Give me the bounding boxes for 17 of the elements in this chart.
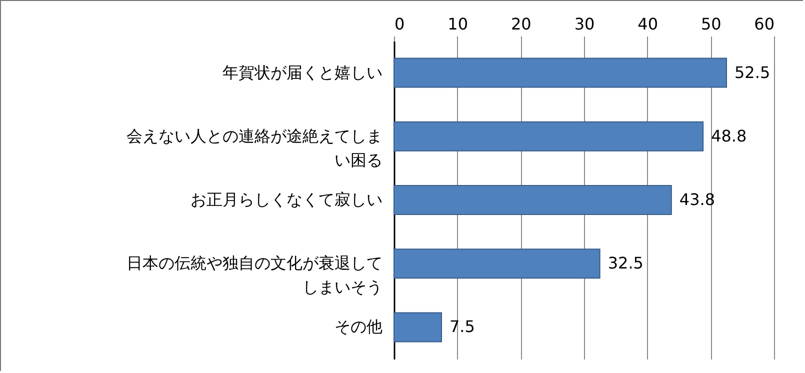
y-tick-label: その他 bbox=[334, 317, 382, 336]
x-tick-label: 20 bbox=[510, 14, 532, 34]
x-tick-label: 0 bbox=[394, 14, 405, 34]
data-label: 43.8 bbox=[679, 190, 716, 209]
x-tick-label: 50 bbox=[700, 14, 722, 34]
y-tick-label: 日本の伝統や独自の文化が衰退してしまいそう bbox=[126, 254, 382, 297]
x-tick-label: 60 bbox=[754, 14, 774, 34]
y-tick-label: 年賀状が届くと嬉しい bbox=[222, 62, 382, 82]
data-label: 48.8 bbox=[711, 126, 747, 146]
y-tick-label: お正月らしくなくて寂しい bbox=[190, 190, 382, 209]
x-tick-label: 10 bbox=[448, 14, 468, 34]
x-tick-label: 40 bbox=[638, 14, 658, 34]
y-tick-label: 会えない人との連絡が途絶えてしまい困る bbox=[126, 126, 382, 170]
data-label: 32.5 bbox=[608, 254, 644, 273]
x-tick-label: 30 bbox=[574, 14, 595, 34]
data-label: 7.5 bbox=[450, 317, 475, 336]
data-label: 52.5 bbox=[734, 62, 770, 82]
